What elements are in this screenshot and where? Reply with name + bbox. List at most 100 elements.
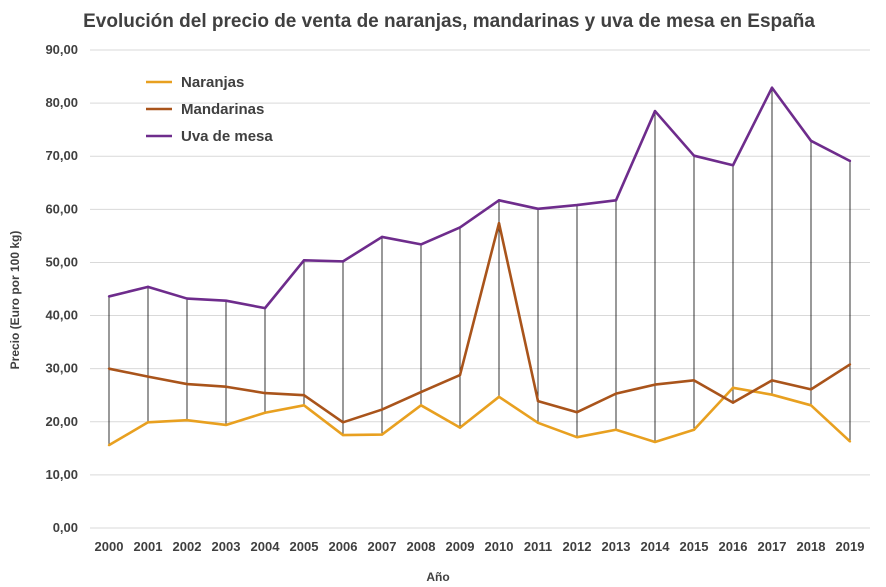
data-point-naranjas <box>536 421 540 425</box>
data-point-uva-de-mesa <box>185 297 189 300</box>
data-point-mandarinas <box>614 392 618 395</box>
data-point-naranjas <box>653 440 657 444</box>
x-tick-label: 2011 <box>524 539 552 554</box>
data-point-uva-de-mesa <box>536 207 540 211</box>
legend-label-naranjas: Naranjas <box>181 74 244 91</box>
y-tick-label: 50,00 <box>45 254 78 269</box>
data-point-naranjas <box>341 433 345 437</box>
y-tick-label: 80,00 <box>45 95 78 110</box>
data-point-uva-de-mesa <box>809 139 813 143</box>
data-point-mandarinas <box>380 408 384 411</box>
x-tick-label: 2012 <box>563 539 592 554</box>
data-point-uva-de-mesa <box>341 260 345 263</box>
x-tick-label: 2002 <box>173 539 202 554</box>
x-axis-label: Año <box>426 570 449 584</box>
x-tick-label: 2004 <box>251 539 281 554</box>
data-point-uva-de-mesa <box>497 199 501 202</box>
data-point-naranjas <box>146 421 150 424</box>
data-point-naranjas <box>614 428 618 431</box>
legend-label-uva-de-mesa: Uva de mesa <box>181 128 273 145</box>
x-tick-label: 2009 <box>446 539 475 554</box>
data-point-mandarinas <box>653 383 657 386</box>
data-point-uva-de-mesa <box>614 199 618 202</box>
x-tick-label: 2006 <box>329 539 358 554</box>
x-tick-label: 2019 <box>836 539 865 554</box>
x-tick-label: 2005 <box>290 539 319 554</box>
x-tick-label: 2013 <box>602 539 631 554</box>
data-point-uva-de-mesa <box>731 164 735 167</box>
legend-label-mandarinas: Mandarinas <box>181 101 264 118</box>
y-tick-label: 20,00 <box>45 414 78 429</box>
data-point-mandarinas <box>146 375 150 378</box>
data-point-uva-de-mesa <box>848 159 852 163</box>
y-tick-label: 30,00 <box>45 361 78 376</box>
chart-title: Evolución del precio de venta de naranja… <box>83 11 815 32</box>
y-axis-ticks: 0,00 10,00 20,00 30,00 40,00 50,00 60,00 70,00 8… <box>45 42 78 535</box>
data-point-naranjas <box>848 440 852 443</box>
data-point-uva-de-mesa <box>770 86 774 89</box>
gridlines <box>90 49 870 529</box>
y-tick-label: 70,00 <box>45 148 78 163</box>
x-tick-label: 2008 <box>407 539 436 554</box>
data-point-uva-de-mesa <box>692 154 696 157</box>
data-point-mandarinas <box>770 379 774 382</box>
data-point-naranjas <box>497 395 501 399</box>
x-tick-label: 2018 <box>797 539 826 554</box>
x-tick-label: 2017 <box>758 539 787 554</box>
series-lines <box>107 86 852 447</box>
data-point-mandarinas <box>263 391 267 395</box>
data-point-mandarinas <box>497 221 501 225</box>
data-point-naranjas <box>107 443 111 447</box>
x-tick-label: 2007 <box>368 539 397 554</box>
data-point-uva-de-mesa <box>302 259 306 262</box>
data-point-naranjas <box>809 404 813 407</box>
x-tick-label: 2001 <box>134 539 163 554</box>
data-point-naranjas <box>263 411 267 414</box>
y-tick-label: 40,00 <box>45 308 78 323</box>
data-point-uva-de-mesa <box>224 299 228 302</box>
drop-lines <box>108 87 851 446</box>
data-point-naranjas <box>419 404 423 407</box>
y-tick-label: 60,00 <box>45 201 78 216</box>
y-tick-label: 90,00 <box>45 42 78 57</box>
data-point-mandarinas <box>302 394 306 397</box>
data-point-uva-de-mesa <box>263 306 267 310</box>
x-tick-label: 2003 <box>212 539 241 554</box>
data-point-naranjas <box>380 433 384 436</box>
series-line-naranjas <box>108 386 851 447</box>
y-tick-label: 0,00 <box>53 520 78 535</box>
x-tick-label: 2000 <box>95 539 124 554</box>
data-point-naranjas <box>302 404 306 407</box>
data-point-uva-de-mesa <box>380 235 384 239</box>
data-point-naranjas <box>731 386 735 389</box>
x-tick-label: 2016 <box>719 539 748 554</box>
x-axis-ticks: 2000 2001 2002 2003 2004 2005 2006 2007 2008 2009… <box>95 539 865 554</box>
y-tick-label: 10,00 <box>45 467 78 482</box>
data-point-mandarinas <box>848 363 852 366</box>
data-point-naranjas <box>458 426 462 429</box>
y-axis-label: Precio (Euro por 100 kg) <box>8 231 22 370</box>
data-point-naranjas <box>770 393 774 396</box>
x-tick-label: 2014 <box>641 539 671 554</box>
data-point-mandarinas <box>419 390 423 394</box>
legend: Naranjas Mandarinas Uva de mesa <box>146 74 273 145</box>
data-point-mandarinas <box>185 382 189 386</box>
data-point-naranjas <box>692 428 696 431</box>
series-line-uva-de-mesa <box>108 86 851 310</box>
data-point-mandarinas <box>575 411 579 414</box>
x-tick-label: 2010 <box>485 539 514 554</box>
data-point-naranjas <box>224 423 228 427</box>
data-point-uva-de-mesa <box>458 226 462 229</box>
data-point-mandarinas <box>224 385 228 388</box>
data-point-uva-de-mesa <box>653 109 657 113</box>
data-point-uva-de-mesa <box>419 243 423 246</box>
data-point-mandarinas <box>692 379 696 382</box>
data-point-mandarinas <box>458 373 462 377</box>
data-point-naranjas <box>185 418 189 422</box>
x-tick-label: 2015 <box>680 539 709 554</box>
data-point-mandarinas <box>731 401 735 404</box>
data-point-uva-de-mesa <box>107 295 111 298</box>
data-point-mandarinas <box>107 367 111 370</box>
series-line-mandarinas <box>108 221 851 424</box>
